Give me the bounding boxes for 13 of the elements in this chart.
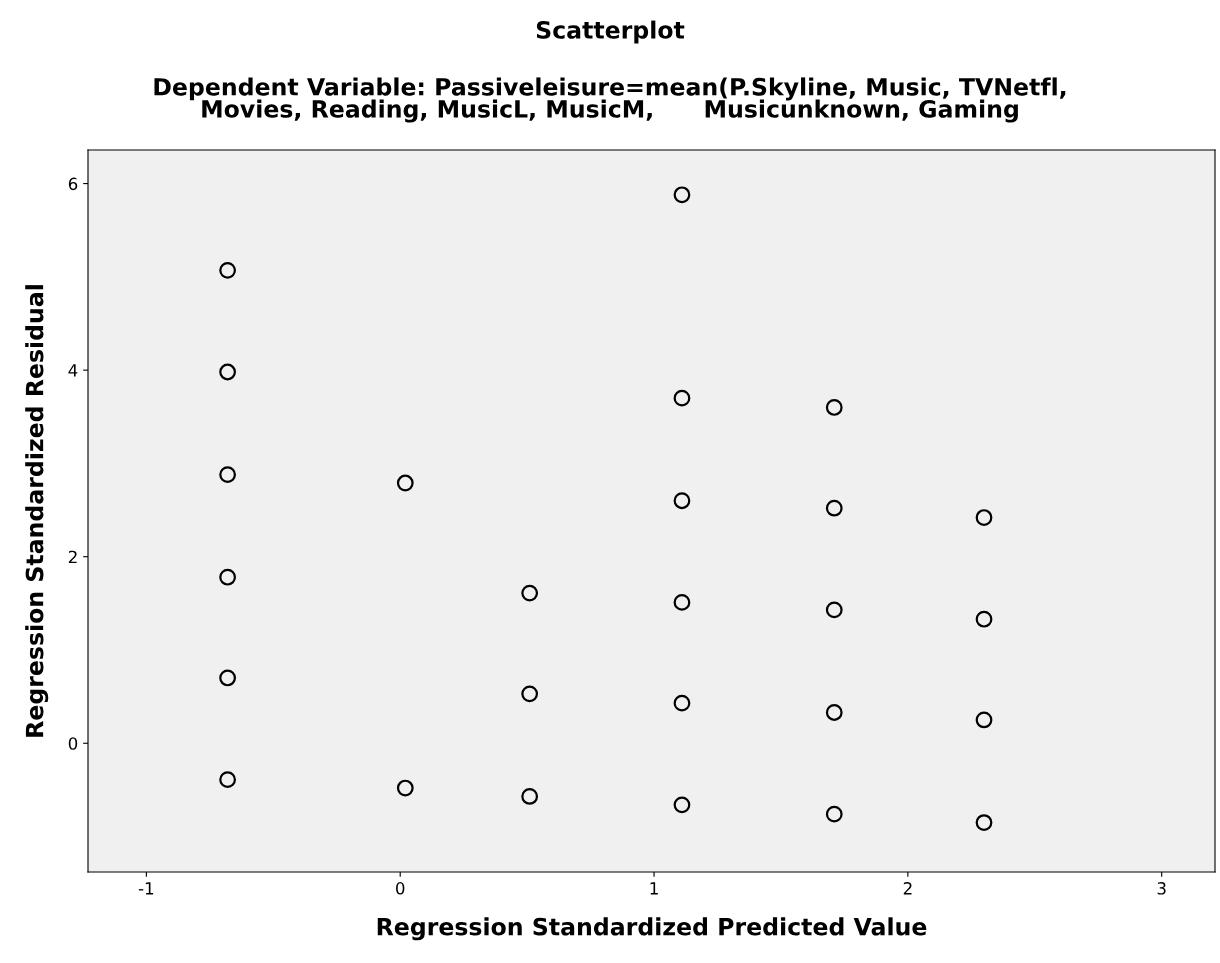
y-tick-label: 0 [68, 737, 78, 750]
x-tick-label: 1 [650, 882, 658, 895]
y-tick-label: 2 [68, 550, 77, 564]
x-axis-title: Regression Standardized Predicted Value [377, 917, 927, 941]
y-axis-title: Regression Standardized Residual [25, 285, 49, 737]
x-tick-label: 0 [396, 882, 405, 895]
x-tick-label: 2 [903, 882, 912, 895]
y-tick-label: 4 [68, 364, 78, 377]
y-tick-label: 6 [68, 177, 78, 191]
x-tick-label: -1 [138, 882, 154, 895]
x-tick-label: 3 [1157, 882, 1166, 895]
chart-title: Scatterplot [536, 20, 685, 44]
chart-subtitle: Dependent Variable: Passiveleisure=mean(P.Skyline, Music, TVNetfl, Movies, Reading, MusicL, MusicM, Musicunknown, Gaming [154, 77, 1066, 123]
